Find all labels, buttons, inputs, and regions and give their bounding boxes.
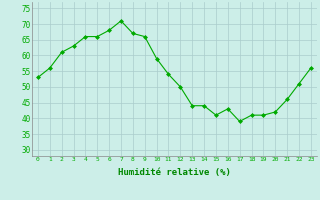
X-axis label: Humidité relative (%): Humidité relative (%) [118,168,231,177]
